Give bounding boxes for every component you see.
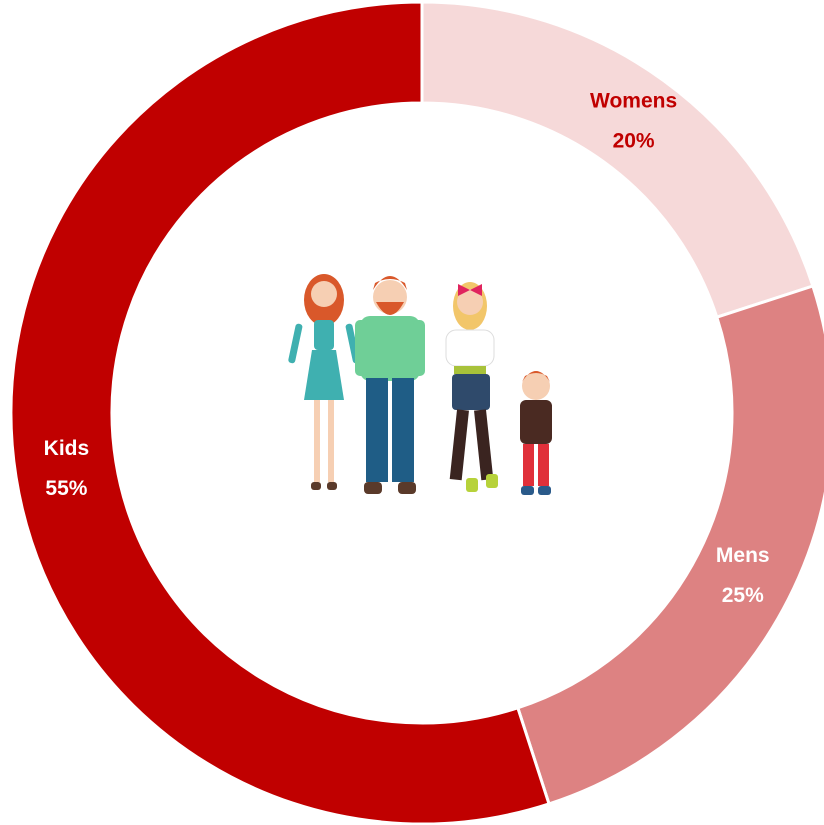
figure-boy xyxy=(520,371,552,495)
slice-value-label: 20% xyxy=(613,129,655,152)
slice-category-label: Mens xyxy=(716,544,770,567)
slice-category-label: Womens xyxy=(590,89,677,112)
slice-category-label: Kids xyxy=(44,437,90,460)
donut xyxy=(9,0,824,825)
figure-girl xyxy=(288,274,360,490)
slice-value-label: 55% xyxy=(45,477,87,500)
donut-slice xyxy=(420,0,815,320)
family-illustration xyxy=(288,274,552,495)
donut-slice xyxy=(515,284,824,806)
figure-woman xyxy=(445,282,498,492)
slice-labels: Womens 20% Mens 25% Kids 55% xyxy=(44,89,770,607)
donut-slice xyxy=(9,0,551,825)
slice-value-label: 25% xyxy=(722,584,764,607)
figure-man xyxy=(355,276,425,494)
